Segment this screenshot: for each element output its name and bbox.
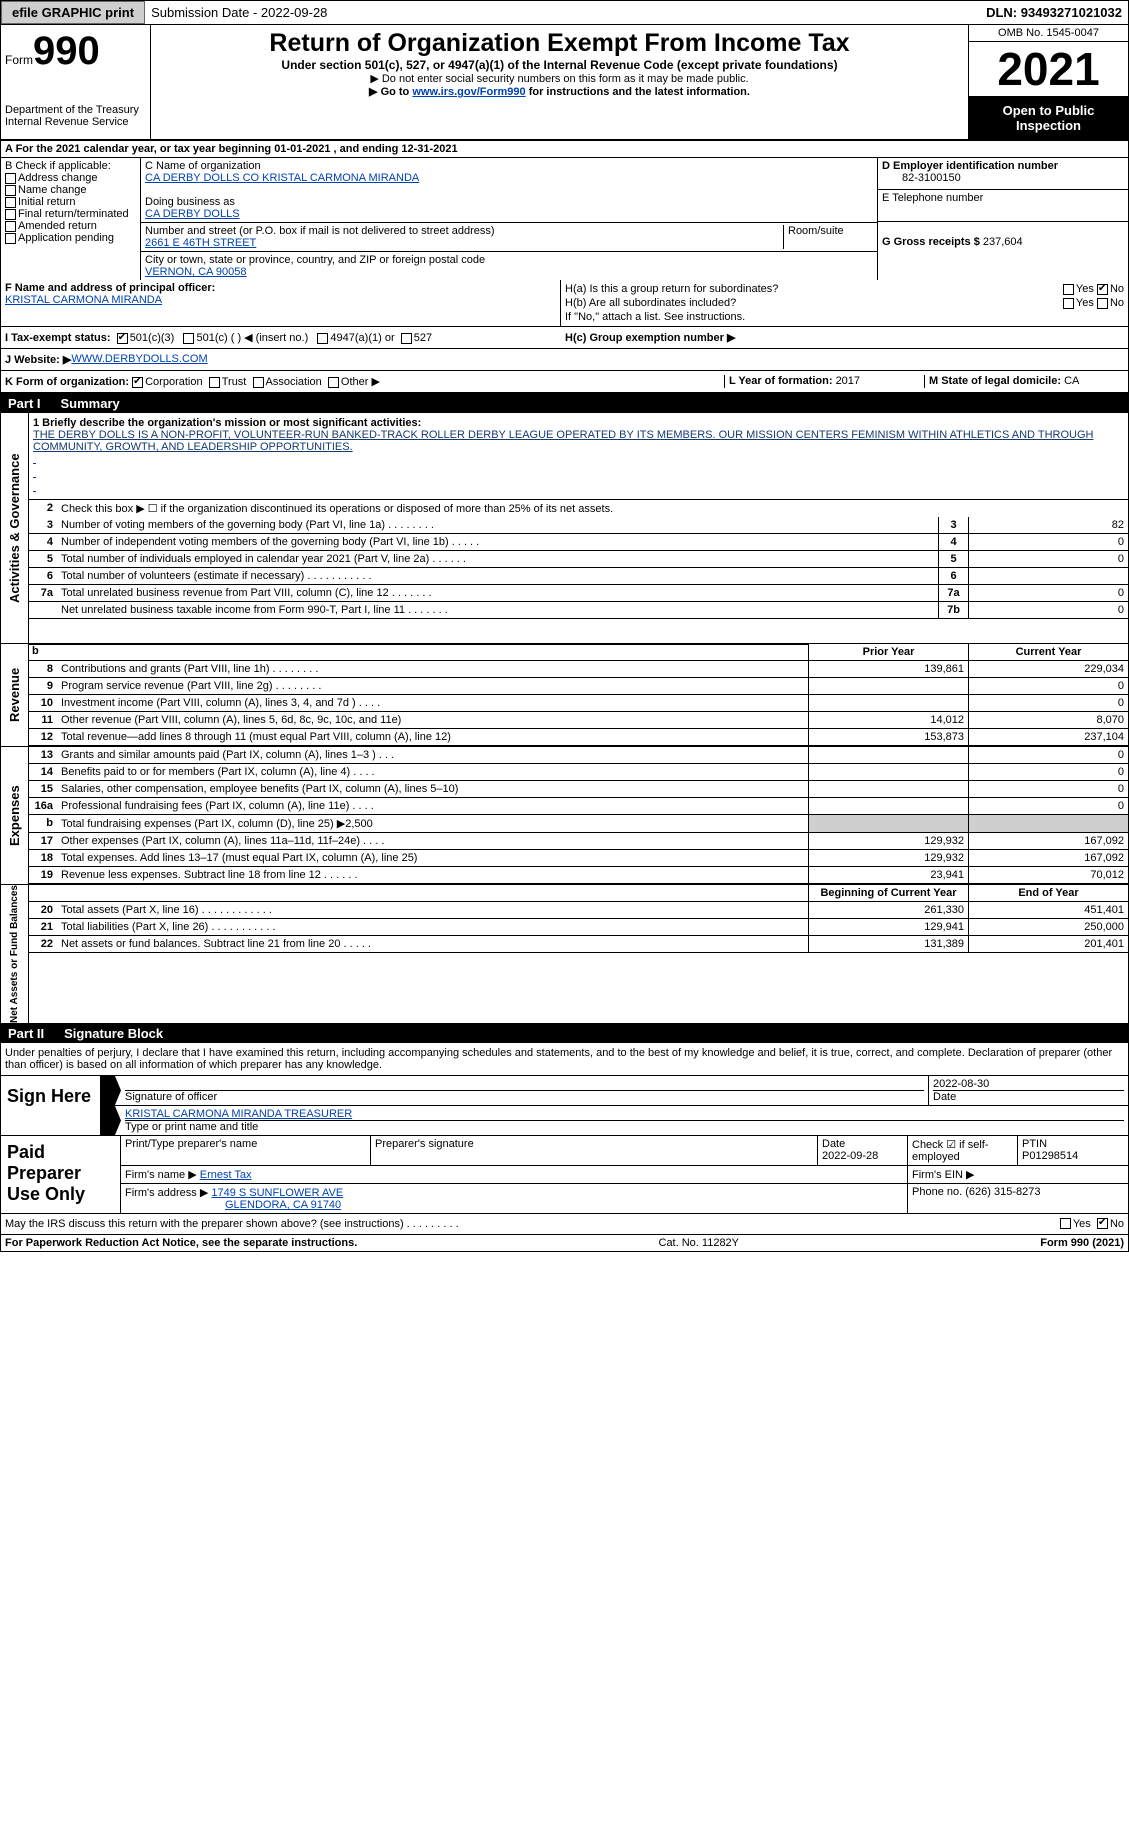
telephone: E Telephone number xyxy=(878,190,1128,222)
mission-text: THE DERBY DOLLS IS A NON-PROFIT, VOLUNTE… xyxy=(33,429,1124,453)
website[interactable]: WWW.DERBYDOLLS.COM xyxy=(71,353,207,366)
part-i-body: Activities & Governance 1 Briefly descri… xyxy=(0,413,1129,644)
section-hc: H(c) Group exemption number ▶ xyxy=(565,331,735,344)
form-number: Form990 xyxy=(5,29,146,74)
form-header: Form990 Department of the Treasury Inter… xyxy=(0,25,1129,141)
balances-section: Net Assets or Fund Balances Beginning of… xyxy=(0,885,1129,1024)
tab-revenue: Revenue xyxy=(1,644,29,746)
mission-block: 1 Briefly describe the organization's mi… xyxy=(29,413,1128,500)
section-f-h: F Name and address of principal officer:… xyxy=(0,280,1129,327)
tax-year: 2021 xyxy=(969,42,1128,97)
signature-intro: Under penalties of perjury, I declare th… xyxy=(0,1043,1129,1076)
header-info-row: B Check if applicable: Address change Na… xyxy=(0,158,1129,280)
dba-name: CA DERBY DOLLS xyxy=(145,208,873,220)
dept-treasury: Department of the Treasury xyxy=(5,104,146,116)
firm-address: 1749 S SUNFLOWER AVE xyxy=(211,1187,343,1199)
section-c: C Name of organization CA DERBY DOLLS CO… xyxy=(141,158,878,280)
may-discuss-row: May the IRS discuss this return with the… xyxy=(0,1214,1129,1235)
tab-governance: Activities & Governance xyxy=(1,413,29,643)
prior-current-header: b Prior Year Current Year xyxy=(29,644,1128,661)
city-state-zip: VERNON, CA 90058 xyxy=(145,266,873,278)
tab-net-assets: Net Assets or Fund Balances xyxy=(1,885,29,1023)
sign-here-block: Sign Here Signature of officer 2022-08-3… xyxy=(0,1076,1129,1136)
irs-link[interactable]: www.irs.gov/Form990 xyxy=(412,86,525,98)
section-b: B Check if applicable: Address change Na… xyxy=(1,158,141,280)
line-a-period: A For the 2021 calendar year, or tax yea… xyxy=(0,141,1129,158)
no-ssn-note: ▶ Do not enter social security numbers o… xyxy=(155,72,964,85)
tab-expenses: Expenses xyxy=(1,747,29,884)
firm-name: Ernest Tax xyxy=(200,1169,252,1181)
expenses-section: Expenses 13Grants and similar amounts pa… xyxy=(0,747,1129,885)
submission-label: Submission Date - 2022-09-28 xyxy=(145,5,333,20)
balance-header: Beginning of Current Year End of Year xyxy=(29,885,1128,902)
sign-date: 2022-08-30 xyxy=(933,1078,989,1090)
part-i-header: Part ISummary xyxy=(0,394,1129,413)
form-title: Return of Organization Exempt From Incom… xyxy=(155,29,964,58)
section-klm: K Form of organization: Corporation Trus… xyxy=(0,371,1129,394)
irs-label: Internal Revenue Service xyxy=(5,116,146,128)
signer-name: KRISTAL CARMONA MIRANDA TREASURER xyxy=(125,1108,352,1120)
sign-arrow-icon xyxy=(101,1076,121,1105)
section-j: J Website: ▶ WWW.DERBYDOLLS.COM xyxy=(0,349,1129,371)
section-d-e-g: D Employer identification number 82-3100… xyxy=(878,158,1128,280)
omb-number: OMB No. 1545-0047 xyxy=(969,25,1128,42)
form-subtitle: Under section 501(c), 527, or 4947(a)(1)… xyxy=(155,58,964,72)
efile-button[interactable]: efile GRAPHIC print xyxy=(1,1,145,24)
principal-officer: KRISTAL CARMONA MIRANDA xyxy=(5,294,162,306)
part-ii-header: Part IISignature Block xyxy=(0,1024,1129,1043)
goto-link-row: ▶ Go to www.irs.gov/Form990 for instruct… xyxy=(155,85,964,98)
prep-date: 2022-09-28 xyxy=(822,1150,878,1162)
ptin: P01298514 xyxy=(1022,1150,1078,1162)
dln: DLN: 93493271021032 xyxy=(986,5,1128,20)
section-i: I Tax-exempt status: 501(c)(3) 501(c) ( … xyxy=(0,327,1129,349)
page-footer: For Paperwork Reduction Act Notice, see … xyxy=(0,1235,1129,1252)
open-public-badge: Open to Public Inspection xyxy=(969,97,1128,139)
firm-phone: (626) 315-8273 xyxy=(965,1186,1040,1198)
sign-arrow-icon xyxy=(101,1106,121,1135)
year-formation: 2017 xyxy=(836,375,860,387)
ein: 82-3100150 xyxy=(882,172,961,184)
top-bar: efile GRAPHIC print Submission Date - 20… xyxy=(0,0,1129,25)
gross-receipts: 237,604 xyxy=(983,236,1023,248)
street-address: 2661 E 46TH STREET xyxy=(145,237,783,249)
org-name: CA DERBY DOLLS CO KRISTAL CARMONA MIRAND… xyxy=(145,172,873,184)
paid-preparer-block: Paid Preparer Use Only Print/Type prepar… xyxy=(0,1136,1129,1214)
revenue-section: Revenue b Prior Year Current Year 8Contr… xyxy=(0,644,1129,747)
state-domicile: CA xyxy=(1064,375,1079,387)
